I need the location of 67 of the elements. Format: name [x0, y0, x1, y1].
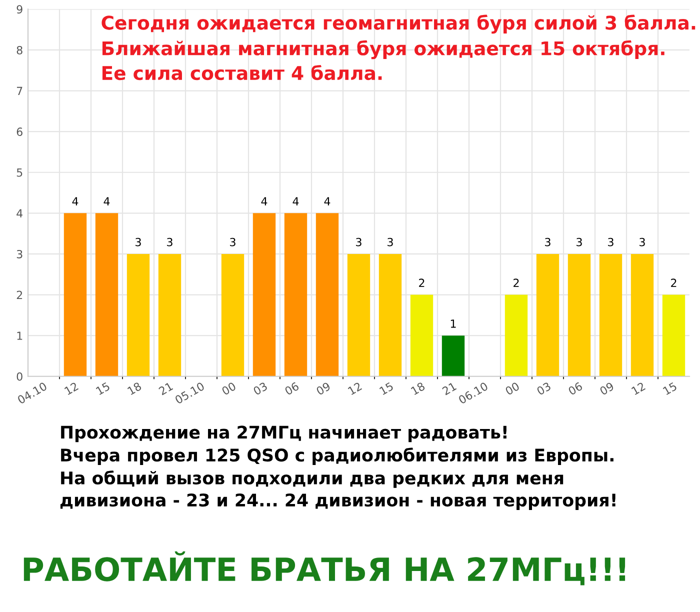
- bar: [252, 213, 276, 376]
- data-label: 2: [671, 278, 676, 287]
- bar: [630, 254, 654, 376]
- data-label: 4: [292, 197, 299, 206]
- y-tick-label: 3: [16, 250, 22, 258]
- data-label: 4: [261, 197, 268, 206]
- x-tick-label: 03: [252, 382, 268, 396]
- bar: [284, 213, 308, 376]
- x-tick-label: 06: [284, 382, 300, 396]
- y-tick-label: 7: [16, 86, 22, 95]
- data-label: 2: [514, 278, 519, 287]
- x-tick-label: 00: [221, 382, 236, 396]
- bar: [221, 254, 244, 376]
- bar: [95, 213, 118, 376]
- y-tick-label: 1: [17, 332, 22, 340]
- x-tick-label: 03: [536, 382, 552, 396]
- bar: [378, 254, 402, 376]
- x-tick-label: 12: [631, 382, 646, 396]
- x-tick-label: 09: [316, 382, 331, 396]
- y-tick-label: 6: [16, 128, 22, 136]
- data-label: 4: [72, 197, 78, 206]
- bar: [599, 254, 622, 376]
- bar: [536, 254, 560, 376]
- bar: [347, 254, 370, 376]
- bar: [568, 254, 591, 376]
- x-tick-label: 06: [568, 382, 583, 396]
- data-label: 3: [136, 238, 141, 246]
- data-label: 3: [640, 238, 645, 246]
- x-tick-label: 09: [599, 382, 614, 396]
- x-tick-label: 15: [662, 382, 678, 396]
- data-label: 3: [356, 238, 362, 246]
- data-label: 4: [324, 197, 330, 206]
- x-tick-label: 21: [442, 382, 457, 396]
- data-label: 4: [104, 197, 110, 206]
- bar: [158, 254, 182, 376]
- bar: [126, 254, 150, 376]
- x-tick-label: 15: [379, 382, 394, 396]
- bar: [662, 294, 686, 376]
- bar: [64, 213, 87, 376]
- data-label: 1: [450, 320, 456, 328]
- data-label: 3: [608, 238, 614, 246]
- x-tick-label: 18: [127, 382, 142, 396]
- y-tick-label: 8: [16, 46, 22, 54]
- y-tick-label: 5: [16, 168, 22, 177]
- x-tick-label: 18: [410, 382, 426, 396]
- text: Прохождение на 27МГц начинает радовать! Вчера провел 125 QSO с радиолюбителями из Европы. На общий вызов подходили два редких для меня дивизиона - 23 и 24... 24 дивизион - новая территория!: [60, 426, 616, 510]
- x-tick-label: 12: [348, 382, 362, 396]
- bar: [442, 336, 465, 376]
- x-tick-label: 21: [158, 382, 174, 396]
- bar: [316, 213, 339, 376]
- y-tick-label: 4: [16, 209, 23, 218]
- text: Сегодня ожидается геомагнитная буря силой 3 балла. Ближайшая магнитная буря ожидается 15 октября. Ее сила составит 4 балла.: [102, 14, 696, 80]
- x-tick-label: 15: [96, 382, 110, 396]
- x-tick-label: 00: [504, 382, 520, 396]
- data-label: 3: [576, 238, 582, 246]
- y-tick-label: 2: [16, 290, 22, 299]
- data-label: 3: [545, 238, 550, 246]
- y-tick-label: 0: [16, 372, 22, 381]
- bar: [504, 294, 528, 376]
- text: РАБОТАЙТЕ БРАТЬЯ НА 27МГц!!!: [24, 551, 626, 586]
- y-tick-label: 9: [16, 5, 22, 14]
- data-label: 2: [419, 278, 424, 287]
- bar: [410, 294, 434, 376]
- data-label: 3: [230, 238, 236, 246]
- x-tick-label: 12: [64, 382, 79, 396]
- data-label: 3: [167, 238, 172, 246]
- data-label: 3: [388, 238, 393, 246]
